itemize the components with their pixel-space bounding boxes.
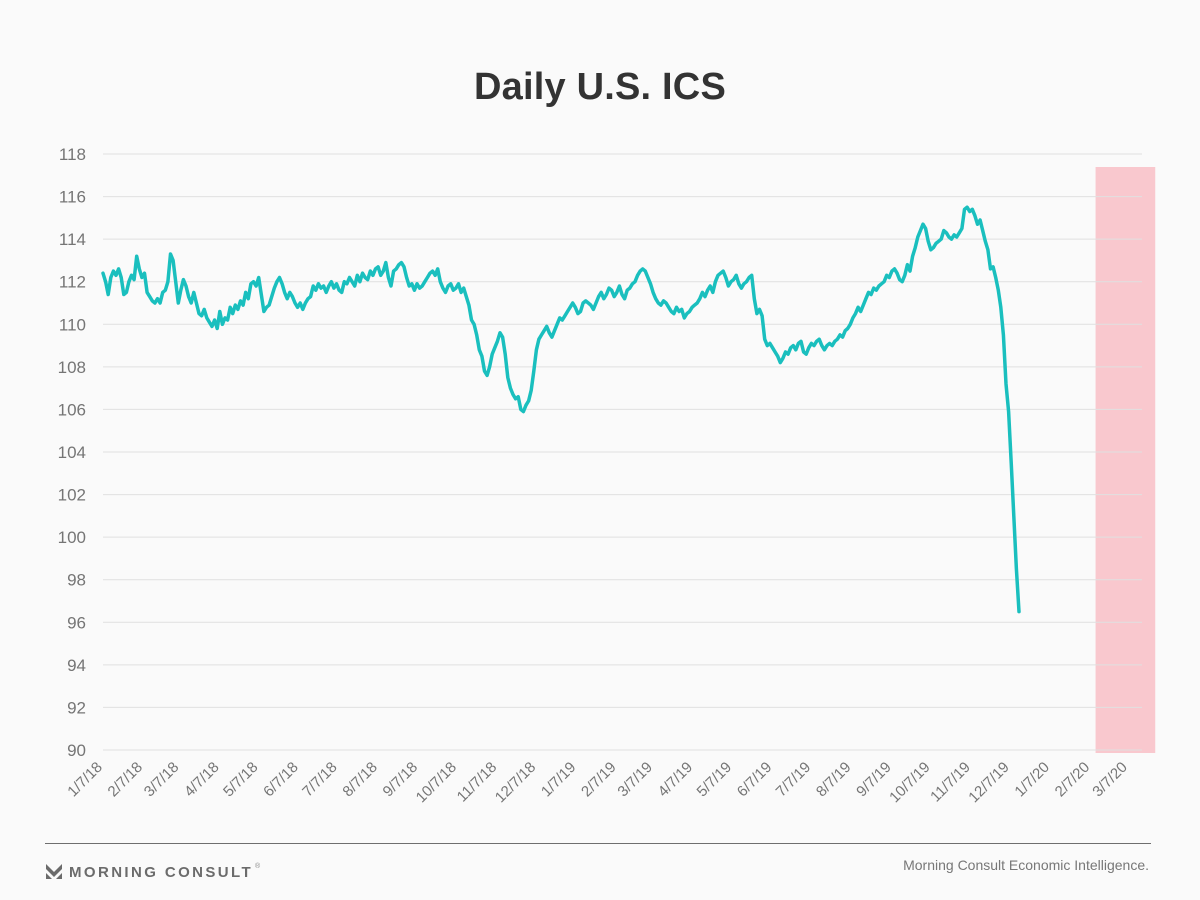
x-tick-label: 8/7/19	[813, 759, 855, 801]
x-tick-label: 6/7/18	[260, 759, 302, 801]
y-tick-label: 94	[67, 656, 86, 675]
x-tick-label: 11/7/18	[454, 759, 501, 806]
y-tick-label: 118	[59, 145, 86, 164]
line-chart: 118 116 114 112 110 108 106 104 102 100 98 96 94 92 90…	[58, 145, 1156, 806]
x-tick-label: 2/7/18	[105, 759, 147, 801]
y-tick-label: 96	[67, 613, 86, 632]
x-tick-label: 3/7/19	[614, 759, 656, 801]
x-tick-label: 1/7/18	[64, 759, 106, 801]
x-tick-label: 2/7/20	[1052, 759, 1094, 801]
morning-consult-logo-icon	[46, 864, 62, 879]
x-tick-label: 2/7/19	[578, 759, 620, 801]
y-tick-label: 112	[59, 273, 86, 292]
series-line-daily-ics	[101, 205, 1021, 614]
y-tick-label: 92	[67, 698, 86, 717]
x-tick-label: 3/7/18	[141, 759, 183, 801]
source-note: Morning Consult Economic Intelligence.	[903, 857, 1149, 873]
x-axis-ticks: 1/7/182/7/183/7/184/7/185/7/186/7/187/7/…	[64, 759, 1131, 806]
y-tick-label: 116	[59, 188, 86, 207]
brand-name: MORNING CONSULT	[69, 863, 254, 881]
x-tick-label: 11/7/19	[927, 759, 974, 806]
y-tick-label: 98	[67, 571, 86, 590]
x-tick-label: 4/7/18	[181, 759, 223, 801]
x-tick-label: 3/7/20	[1089, 759, 1131, 801]
y-tick-label: 100	[58, 528, 86, 547]
footer-divider	[45, 843, 1151, 844]
brand-logo-lockup: MORNING CONSULT ®	[45, 862, 260, 882]
y-tick-label: 110	[59, 315, 86, 334]
x-tick-label: 8/7/18	[339, 759, 381, 801]
x-tick-label: 1/7/20	[1011, 759, 1053, 801]
brand-trademark: ®	[255, 862, 261, 870]
y-tick-label: 90	[67, 741, 86, 760]
y-tick-label: 102	[58, 486, 86, 505]
x-tick-label: 4/7/19	[655, 759, 697, 801]
y-tick-label: 106	[58, 400, 86, 419]
y-tick-label: 108	[58, 358, 86, 377]
x-tick-label: 10/7/19	[886, 759, 933, 806]
x-tick-label: 1/7/19	[538, 759, 580, 801]
gridlines	[103, 153, 1142, 751]
x-tick-label: 5/7/19	[694, 759, 736, 801]
x-tick-label: 6/7/19	[734, 759, 776, 801]
x-tick-label: 5/7/18	[220, 759, 262, 801]
y-axis-ticks: 118 116 114 112 110 108 106 104 102 100 98 96 94 92 90	[58, 145, 86, 760]
x-tick-label: 12/7/19	[965, 759, 1012, 806]
y-tick-label: 104	[58, 443, 86, 462]
x-tick-label: 12/7/18	[492, 759, 539, 806]
x-tick-label: 7/7/18	[299, 759, 341, 801]
highlight-band	[1095, 167, 1156, 753]
chart-title: Daily U.S. ICS	[474, 66, 726, 108]
x-tick-label: 7/7/19	[773, 759, 815, 801]
x-tick-label: 10/7/18	[413, 759, 460, 806]
y-tick-label: 114	[59, 230, 86, 249]
